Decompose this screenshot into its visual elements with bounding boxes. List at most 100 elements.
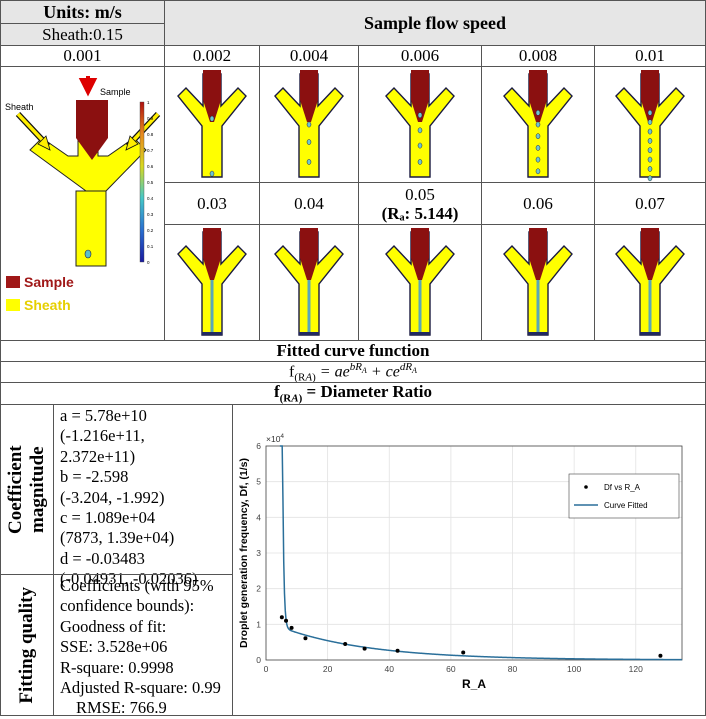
fitted-function-equation: f(RA) = aebRA + cedRA — [289, 360, 417, 384]
y-channel-graphic — [615, 228, 685, 336]
droplet-marker — [535, 145, 541, 151]
speed-label: 0.03 — [197, 193, 227, 213]
x-tick-label: 0 — [264, 664, 269, 674]
speed-label: 0.006 — [400, 46, 440, 65]
diameter-ratio-cell: f(RA) = Diameter Ratio — [0, 382, 706, 405]
data-point — [289, 625, 294, 630]
droplet-marker — [306, 121, 312, 128]
sample-stream — [641, 70, 659, 122]
legend-sheath-label: Sheath — [24, 297, 71, 313]
y-channel-graphic — [503, 70, 573, 178]
y-channel-graphic — [615, 70, 685, 182]
sample-flow-speed-header: Sample flow speed — [164, 0, 706, 46]
speed-label: 0.07 — [635, 193, 665, 213]
sample-thread — [210, 280, 214, 333]
droplet-marker — [306, 159, 312, 165]
data-point — [461, 650, 466, 655]
sample-thread — [536, 280, 540, 333]
data-point — [395, 648, 400, 653]
x-tick-label: 100 — [567, 664, 581, 674]
sheath-arrow-label: Sheath — [5, 102, 34, 112]
legend-marker-points — [584, 485, 588, 489]
y-tick-label: 0 — [256, 655, 261, 665]
colorbar-ticks: 1 0.9 0.8 0.7 0.6 0.5 0.4 0.3 0.2 0.1 0 — [147, 100, 154, 265]
sample-thread — [418, 280, 422, 333]
droplet-marker — [535, 109, 541, 116]
droplet-marker — [306, 139, 312, 145]
y-axis-label: Droplet generation frequency, Df, (1/s) — [238, 458, 250, 648]
fitted-curve-title: Fitted curve function — [276, 341, 430, 360]
y-channel-graphic — [177, 70, 247, 178]
colorbar-tick-label: 0.4 — [147, 196, 154, 201]
sample-stream — [203, 70, 221, 122]
sample-stream — [529, 228, 547, 280]
droplet-marker — [647, 128, 653, 135]
fitting-heading: Fitting quality — [16, 586, 37, 704]
droplet-marker — [647, 147, 653, 154]
colorbar-tick-label: 0 — [147, 260, 150, 265]
data-point — [303, 636, 308, 641]
ra-note: (Rₐ: 5.144) — [381, 203, 459, 223]
y-channel-graphic — [385, 228, 455, 336]
sample-stream — [76, 100, 108, 160]
sample-arrow-label: Sample — [100, 87, 131, 97]
fitted-curve-title-cell: Fitted curve function — [0, 340, 706, 362]
droplet-marker — [417, 142, 423, 149]
y-channel-sheath — [177, 73, 247, 178]
legend-label-curve: Curve Fitted — [604, 501, 648, 510]
fitting-line: R-square: 0.9998 — [60, 657, 174, 677]
fitting-line: Coefficients (with 95% — [60, 576, 214, 595]
coefficient-values-cell: a = 5.78e+10 (-1.216e+11, 2.372e+11) b =… — [53, 404, 233, 588]
sample-thread — [307, 280, 311, 333]
units-label: Units: m/s — [43, 1, 122, 22]
sheath-speed-label: Sheath:0.15 — [42, 24, 123, 44]
speed-label: 0.004 — [289, 46, 329, 65]
coefficient-line: (7873, 1.39e+04) — [60, 528, 175, 548]
legend-sample-swatch — [6, 276, 20, 288]
colorbar-tick-label: 0.1 — [147, 244, 154, 249]
droplet-marker — [417, 127, 423, 134]
fitted-function-cell: f(RA) = aebRA + cedRA — [0, 361, 706, 383]
outlet-band — [299, 332, 319, 335]
legend-sample-label: Sample — [24, 274, 74, 290]
y-channel-sheath — [615, 73, 685, 178]
y-channel-graphic — [274, 70, 344, 178]
y-tick-label: 1 — [256, 619, 261, 629]
y-channel-graphic — [385, 70, 455, 178]
fitting-line: confidence bounds): — [60, 596, 195, 616]
droplet-marker — [84, 249, 92, 259]
y-channel-graphic — [177, 228, 247, 336]
coefficient-line: (-1.216e+11, — [60, 426, 145, 446]
x-axis-label: R_A — [462, 677, 486, 691]
x-tick-label: 20 — [323, 664, 333, 674]
coefficient-heading-cell: Coefficient magnitude — [0, 404, 54, 575]
y-tick-label: 3 — [256, 548, 261, 558]
droplet-marker — [535, 156, 541, 163]
fitting-line: SSE: 3.528e+06 — [60, 637, 168, 657]
fitting-heading-cell: Fitting quality — [0, 574, 54, 716]
droplet-marker — [535, 133, 541, 140]
sample-stream — [300, 228, 318, 280]
legend-label-points: Df vs R_A — [604, 483, 641, 492]
speed-label: 0.04 — [294, 193, 324, 213]
fitting-line: RMSE: 766.9 — [76, 698, 167, 718]
sample-arrow-icon — [78, 76, 98, 97]
fitting-lines: Coefficients (with 95% confidence bounds… — [60, 576, 221, 719]
data-point — [284, 618, 289, 623]
colorbar-tick-label: 1 — [147, 100, 150, 105]
coefficient-line: c = 1.089e+04 — [60, 508, 156, 528]
coefficient-line: a = 5.78e+10 — [60, 406, 147, 425]
coefficient-line: d = -0.03483 — [60, 548, 145, 568]
diameter-ratio-definition: f(RA) = Diameter Ratio — [273, 382, 433, 405]
y-tick-label: 5 — [256, 477, 261, 487]
frequency-chart: 0 20 40 60 80 100 120 0 1 2 3 4 5 6 ×104 R_A Droplet … — [238, 433, 683, 691]
y-channel-sheath — [385, 73, 455, 178]
droplet-marker — [417, 159, 423, 165]
sample-stream — [411, 228, 429, 280]
speed-label: 0.05 — [405, 184, 435, 204]
sample-stream — [529, 70, 547, 122]
colorbar-tick-label: 0.7 — [147, 148, 154, 153]
droplet-marker — [535, 168, 541, 175]
droplet-marker — [647, 156, 653, 163]
droplet-marker — [647, 138, 653, 144]
